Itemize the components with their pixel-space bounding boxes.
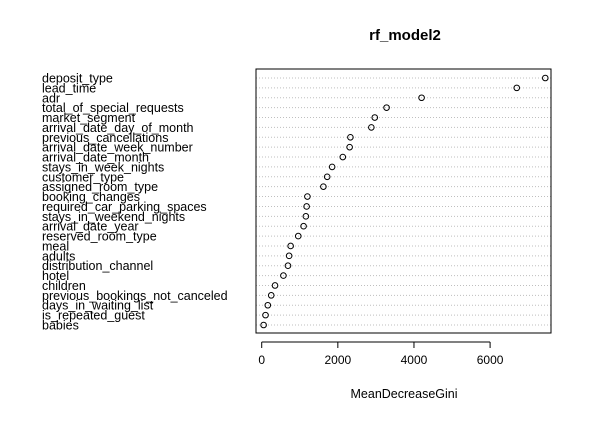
category-label: adults bbox=[42, 249, 75, 263]
data-point bbox=[285, 252, 293, 260]
category-label: customer_type bbox=[42, 170, 124, 184]
category-label: hotel bbox=[42, 269, 69, 283]
data-point bbox=[302, 213, 310, 220]
data-point bbox=[339, 153, 347, 161]
category-label: total_of_special_requests bbox=[42, 101, 184, 115]
x-axis: 0 2000 4000 6000 bbox=[258, 341, 504, 367]
data-point bbox=[271, 282, 279, 289]
category-label: adr bbox=[42, 91, 60, 105]
data-point bbox=[347, 133, 354, 141]
category-label: stays_in_weekend_nights bbox=[42, 210, 185, 224]
data-point bbox=[303, 203, 310, 210]
data-point bbox=[383, 104, 390, 111]
chart-title: rf_model2 bbox=[369, 27, 441, 44]
category-label: arrival_date_week_number bbox=[42, 141, 193, 155]
category-label: stays_in_week_nights bbox=[42, 160, 164, 174]
data-point bbox=[346, 143, 353, 151]
category-label: is_repeated_guest bbox=[42, 309, 145, 323]
data-point bbox=[541, 74, 549, 82]
category-label: deposit_type bbox=[42, 72, 113, 86]
category-label: distribution_channel bbox=[42, 259, 153, 273]
x-tick-label: 4000 bbox=[401, 353, 428, 367]
category-label: meal bbox=[42, 239, 69, 253]
data-point bbox=[300, 222, 307, 230]
category-label: days_in_waiting_list bbox=[42, 299, 154, 313]
category-label: previous_cancellations bbox=[42, 131, 168, 145]
data-point bbox=[323, 173, 331, 181]
category-label: assigned_room_type bbox=[42, 180, 158, 194]
category-label: arrival_date_year bbox=[42, 220, 139, 234]
grid-lines bbox=[256, 77, 551, 326]
x-tick-label: 2000 bbox=[324, 353, 351, 367]
category-label: children bbox=[42, 279, 86, 293]
data-point bbox=[264, 301, 272, 309]
x-tick-label: 6000 bbox=[477, 353, 504, 367]
data-point bbox=[284, 262, 292, 270]
category-label: lead_time bbox=[42, 81, 96, 95]
data-point bbox=[267, 292, 275, 299]
data-points bbox=[260, 74, 549, 329]
data-point bbox=[260, 321, 267, 329]
data-point bbox=[320, 183, 327, 190]
category-labels: deposit_typelead_timeadrtotal_of_special… bbox=[42, 72, 228, 333]
data-point bbox=[513, 84, 521, 92]
x-axis-title: MeanDecreaseGini bbox=[351, 387, 458, 401]
data-point bbox=[287, 242, 294, 250]
data-point bbox=[418, 94, 425, 102]
category-label: arrival_date_month bbox=[42, 151, 149, 165]
category-label: market_segment bbox=[42, 111, 136, 125]
category-label: reserved_room_type bbox=[42, 230, 157, 244]
data-point bbox=[368, 124, 375, 131]
data-point bbox=[304, 193, 311, 200]
x-tick-label: 0 bbox=[258, 353, 265, 367]
category-label: previous_bookings_not_canceled bbox=[42, 289, 228, 303]
plot-frame bbox=[255, 68, 552, 334]
data-point bbox=[262, 311, 269, 319]
category-label: booking_changes bbox=[42, 190, 140, 204]
data-point bbox=[294, 232, 302, 240]
category-label: required_car_parking_spaces bbox=[42, 200, 207, 214]
data-point bbox=[280, 272, 287, 279]
data-point bbox=[371, 114, 379, 121]
category-label: arrival_date_day_of_month bbox=[42, 121, 194, 135]
category-label: babies bbox=[42, 319, 79, 333]
data-point bbox=[328, 163, 336, 171]
